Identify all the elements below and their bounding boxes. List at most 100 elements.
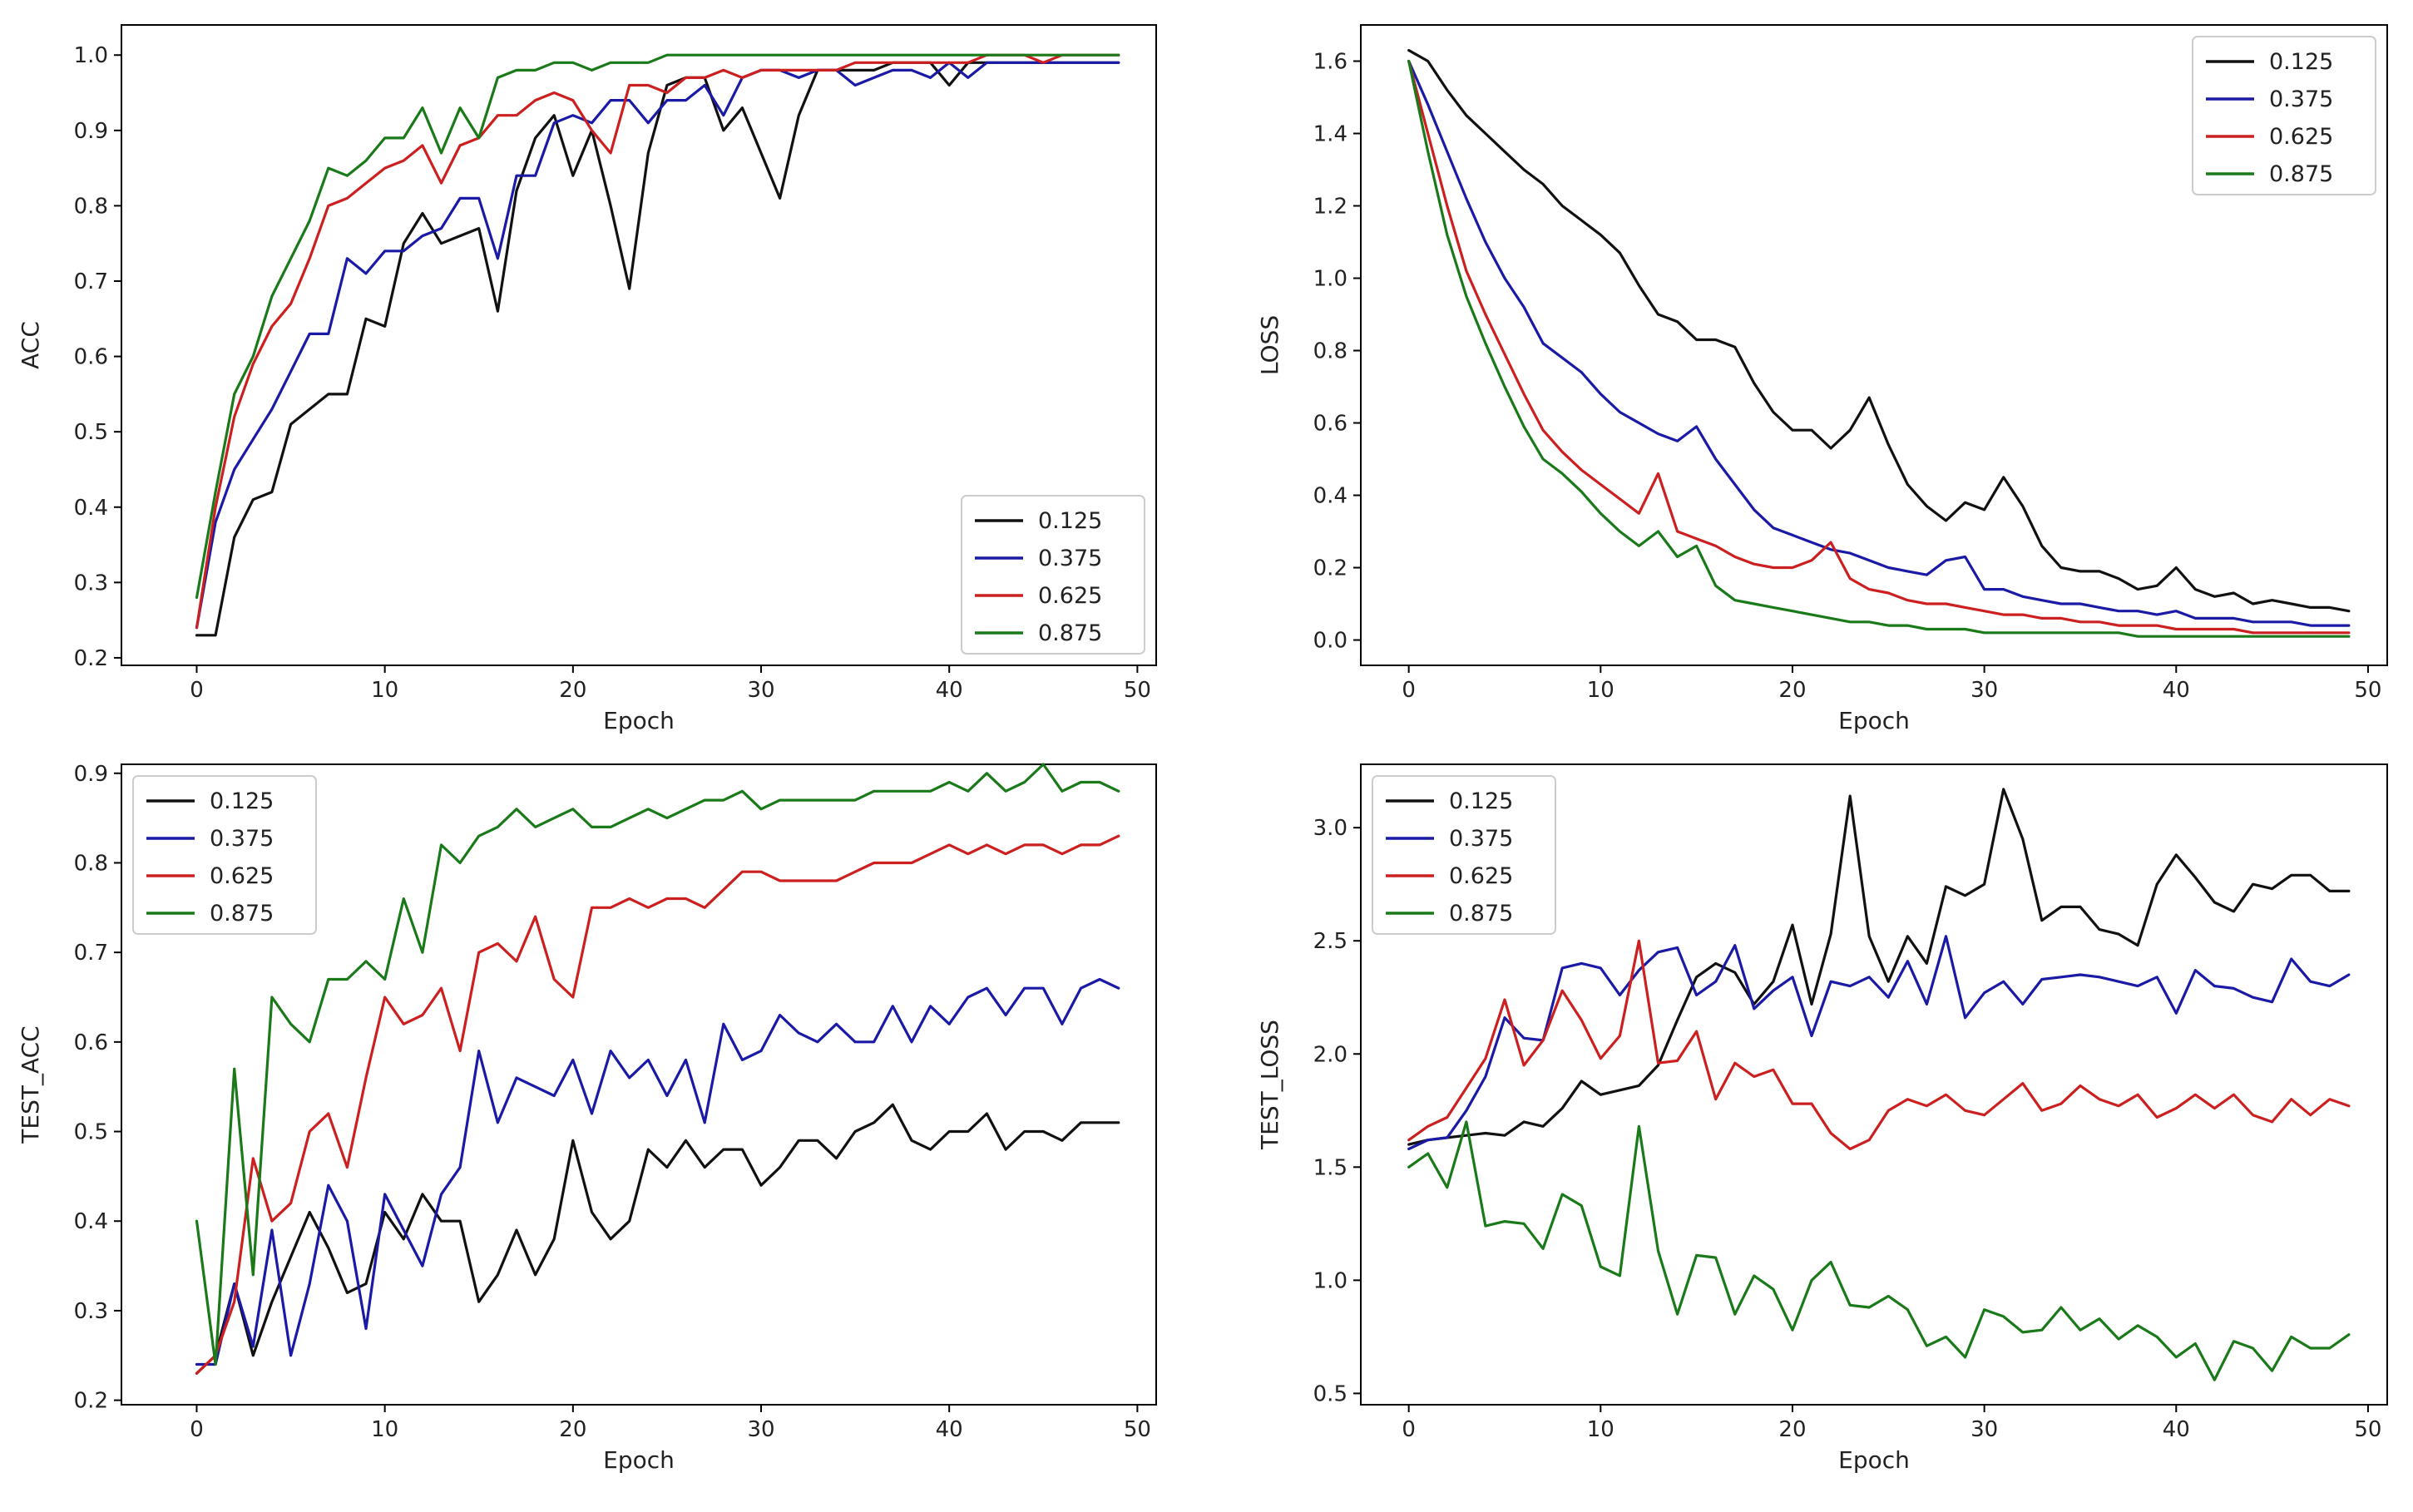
- test-acc-xtick-label: 20: [559, 1417, 586, 1442]
- acc-xtick-label: 50: [1124, 678, 1151, 703]
- test-loss-ytick-label: 0.5: [1313, 1381, 1347, 1406]
- test-loss-legend-label-0-125: 0.125: [1449, 788, 1513, 814]
- loss-ytick-label: 1.2: [1313, 195, 1347, 220]
- acc-ytick-label: 1.0: [74, 43, 108, 68]
- test-acc-x-axis-label: Epoch: [603, 1446, 675, 1474]
- test-acc-legend-label-0-625: 0.625: [210, 863, 274, 889]
- acc-legend-box: [961, 495, 1145, 655]
- loss-xtick-label: 50: [2354, 678, 2381, 703]
- acc-y-axis-label: ACC: [17, 321, 44, 369]
- loss-legend-label-0-625: 0.625: [2269, 124, 2333, 150]
- acc-xtick-label: 30: [747, 678, 774, 703]
- test-acc-ytick-label: 0.9: [74, 762, 108, 787]
- acc-legend-label-0-625: 0.625: [1038, 583, 1102, 609]
- test-loss-series-0-875: [1407, 1120, 2351, 1381]
- test-loss-xtick-label: 10: [1587, 1417, 1614, 1442]
- chart-loss: 0 10 20 30 40 50 0.0 0.2 0.4 0.6 0.8 1.0 1.2 1.4 1.6 Ep…: [1206, 0, 2412, 756]
- loss-xtick-label: 30: [1970, 678, 1998, 703]
- test-loss-xtick-label: 20: [1778, 1417, 1806, 1442]
- test-acc-ytick-label: 0.4: [74, 1209, 108, 1234]
- acc-legend-label-0-375: 0.375: [1038, 546, 1102, 571]
- acc-plot-frame: [121, 24, 1157, 666]
- test-acc-xtick-label: 0: [190, 1417, 204, 1442]
- loss-plot-frame: [1360, 24, 2388, 666]
- acc-ytick-label: 0.9: [74, 119, 108, 144]
- loss-xtick-label: 10: [1587, 678, 1614, 703]
- test-loss-ytick-label: 2.5: [1313, 929, 1347, 954]
- test-acc-ytick-label: 0.8: [74, 851, 108, 876]
- acc-xtick-label: 20: [559, 678, 586, 703]
- acc-legend-label-0-125: 0.125: [1038, 508, 1102, 534]
- chart-acc-svg: 0 10 20 30 40 50 0.2 0.3 0.4 0.5 0.6 0.7 0.8 0.9 1.0 Ep…: [17, 24, 1157, 734]
- loss-xtick-label: 20: [1778, 678, 1806, 703]
- test-acc-series-0-875: [195, 763, 1120, 1366]
- test-acc-legend-label-0-375: 0.375: [210, 826, 274, 852]
- loss-ytick-label: 0.2: [1313, 556, 1347, 581]
- test-acc-legend: 0.125 0.375 0.625 0.875: [132, 775, 317, 935]
- test-acc-plot-frame: [121, 763, 1157, 1406]
- loss-ytick-label: 1.6: [1313, 50, 1347, 75]
- acc-series-0-375: [195, 61, 1120, 630]
- acc-ytick-label: 0.7: [74, 269, 108, 294]
- acc-xtick-label: 0: [190, 678, 204, 703]
- loss-legend-label-0-125: 0.125: [2269, 49, 2333, 75]
- test-acc-series-0-625: [195, 834, 1120, 1375]
- loss-legend-box: [2192, 36, 2376, 195]
- chart-acc: 0 10 20 30 40 50 0.2 0.3 0.4 0.5 0.6 0.7 0.8 0.9 1.0 Ep…: [0, 0, 1206, 756]
- acc-legend-label-0-875: 0.875: [1038, 620, 1102, 646]
- loss-ytick-label: 0.6: [1313, 412, 1347, 437]
- test-acc-legend-box: [132, 775, 317, 935]
- test-loss-xtick-label: 30: [1970, 1417, 1998, 1442]
- acc-x-axis-label: Epoch: [603, 707, 675, 734]
- loss-series-0-625: [1407, 59, 2351, 635]
- test-loss-ytick-label: 3.0: [1313, 816, 1347, 841]
- loss-y-axis-label: LOSS: [1256, 315, 1283, 375]
- loss-series-0-875: [1407, 59, 2351, 638]
- test-loss-series-0-125: [1407, 788, 2351, 1146]
- chart-test-loss-svg: 0 10 20 30 40 50 0.5 1.0 1.5 2.0 2.5 3.0 Epoch TEST_L…: [1256, 763, 2388, 1474]
- loss-xtick-label: 40: [2163, 678, 2190, 703]
- test-loss-legend-label-0-375: 0.375: [1449, 826, 1513, 852]
- test-acc-legend-label-0-875: 0.875: [210, 901, 274, 926]
- test-loss-ytick-label: 1.5: [1313, 1155, 1347, 1180]
- loss-ytick-label: 0.0: [1313, 629, 1347, 654]
- acc-ytick-label: 0.2: [74, 646, 108, 671]
- test-loss-legend: 0.125 0.375 0.625 0.875: [1372, 775, 1556, 935]
- test-loss-y-axis-label: TEST_LOSS: [1256, 1020, 1283, 1150]
- loss-ytick-label: 1.0: [1313, 267, 1347, 292]
- acc-xtick-label: 40: [936, 678, 963, 703]
- loss-ytick-label: 0.8: [1313, 339, 1347, 364]
- test-loss-xtick-label: 50: [2354, 1417, 2381, 1442]
- test-acc-ytick-label: 0.2: [74, 1389, 108, 1414]
- acc-series-0-125: [195, 61, 1120, 637]
- test-loss-plot-frame: [1360, 763, 2388, 1406]
- acc-xtick-label: 10: [371, 678, 398, 703]
- loss-x-axis-label: Epoch: [1838, 707, 1910, 734]
- test-loss-legend-label-0-625: 0.625: [1449, 863, 1513, 889]
- test-acc-ytick-label: 0.6: [74, 1030, 108, 1055]
- test-loss-xtick-label: 40: [2163, 1417, 2190, 1442]
- acc-ytick-label: 0.6: [74, 345, 108, 370]
- loss-legend-label-0-875: 0.875: [2269, 161, 2333, 187]
- chart-test-acc-svg: 0 10 20 30 40 50 0.2 0.3 0.4 0.5 0.6 0.7 0.8 0.9 Epoch…: [17, 762, 1157, 1474]
- loss-legend: 0.125 0.375 0.625 0.875: [2192, 36, 2376, 195]
- acc-series-0-875: [195, 53, 1120, 600]
- test-acc-xtick-label: 10: [371, 1417, 398, 1442]
- chart-test-acc: 0 10 20 30 40 50 0.2 0.3 0.4 0.5 0.6 0.7 0.8 0.9 Epoch…: [0, 756, 1206, 1512]
- test-acc-ytick-label: 0.5: [74, 1120, 108, 1145]
- test-loss-ytick-label: 1.0: [1313, 1268, 1347, 1293]
- test-loss-ytick-label: 2.0: [1313, 1042, 1347, 1067]
- acc-legend: 0.125 0.375 0.625 0.875: [961, 495, 1145, 655]
- loss-ytick-label: 1.4: [1313, 122, 1347, 147]
- test-acc-legend-label-0-125: 0.125: [210, 788, 274, 814]
- loss-legend-label-0-375: 0.375: [2269, 86, 2333, 112]
- test-acc-y-axis-label: TEST_ACC: [17, 1025, 44, 1144]
- test-acc-ytick-label: 0.7: [74, 941, 108, 966]
- acc-ytick-label: 0.5: [74, 420, 108, 445]
- test-loss-x-axis-label: Epoch: [1838, 1446, 1910, 1474]
- test-loss-xtick-label: 0: [1402, 1417, 1416, 1442]
- test-acc-series-0-375: [195, 977, 1120, 1366]
- chart-test-loss: 0 10 20 30 40 50 0.5 1.0 1.5 2.0 2.5 3.0 Epoch TEST_L…: [1206, 756, 2412, 1512]
- acc-series-0-625: [195, 53, 1120, 630]
- test-acc-xtick-label: 40: [936, 1417, 963, 1442]
